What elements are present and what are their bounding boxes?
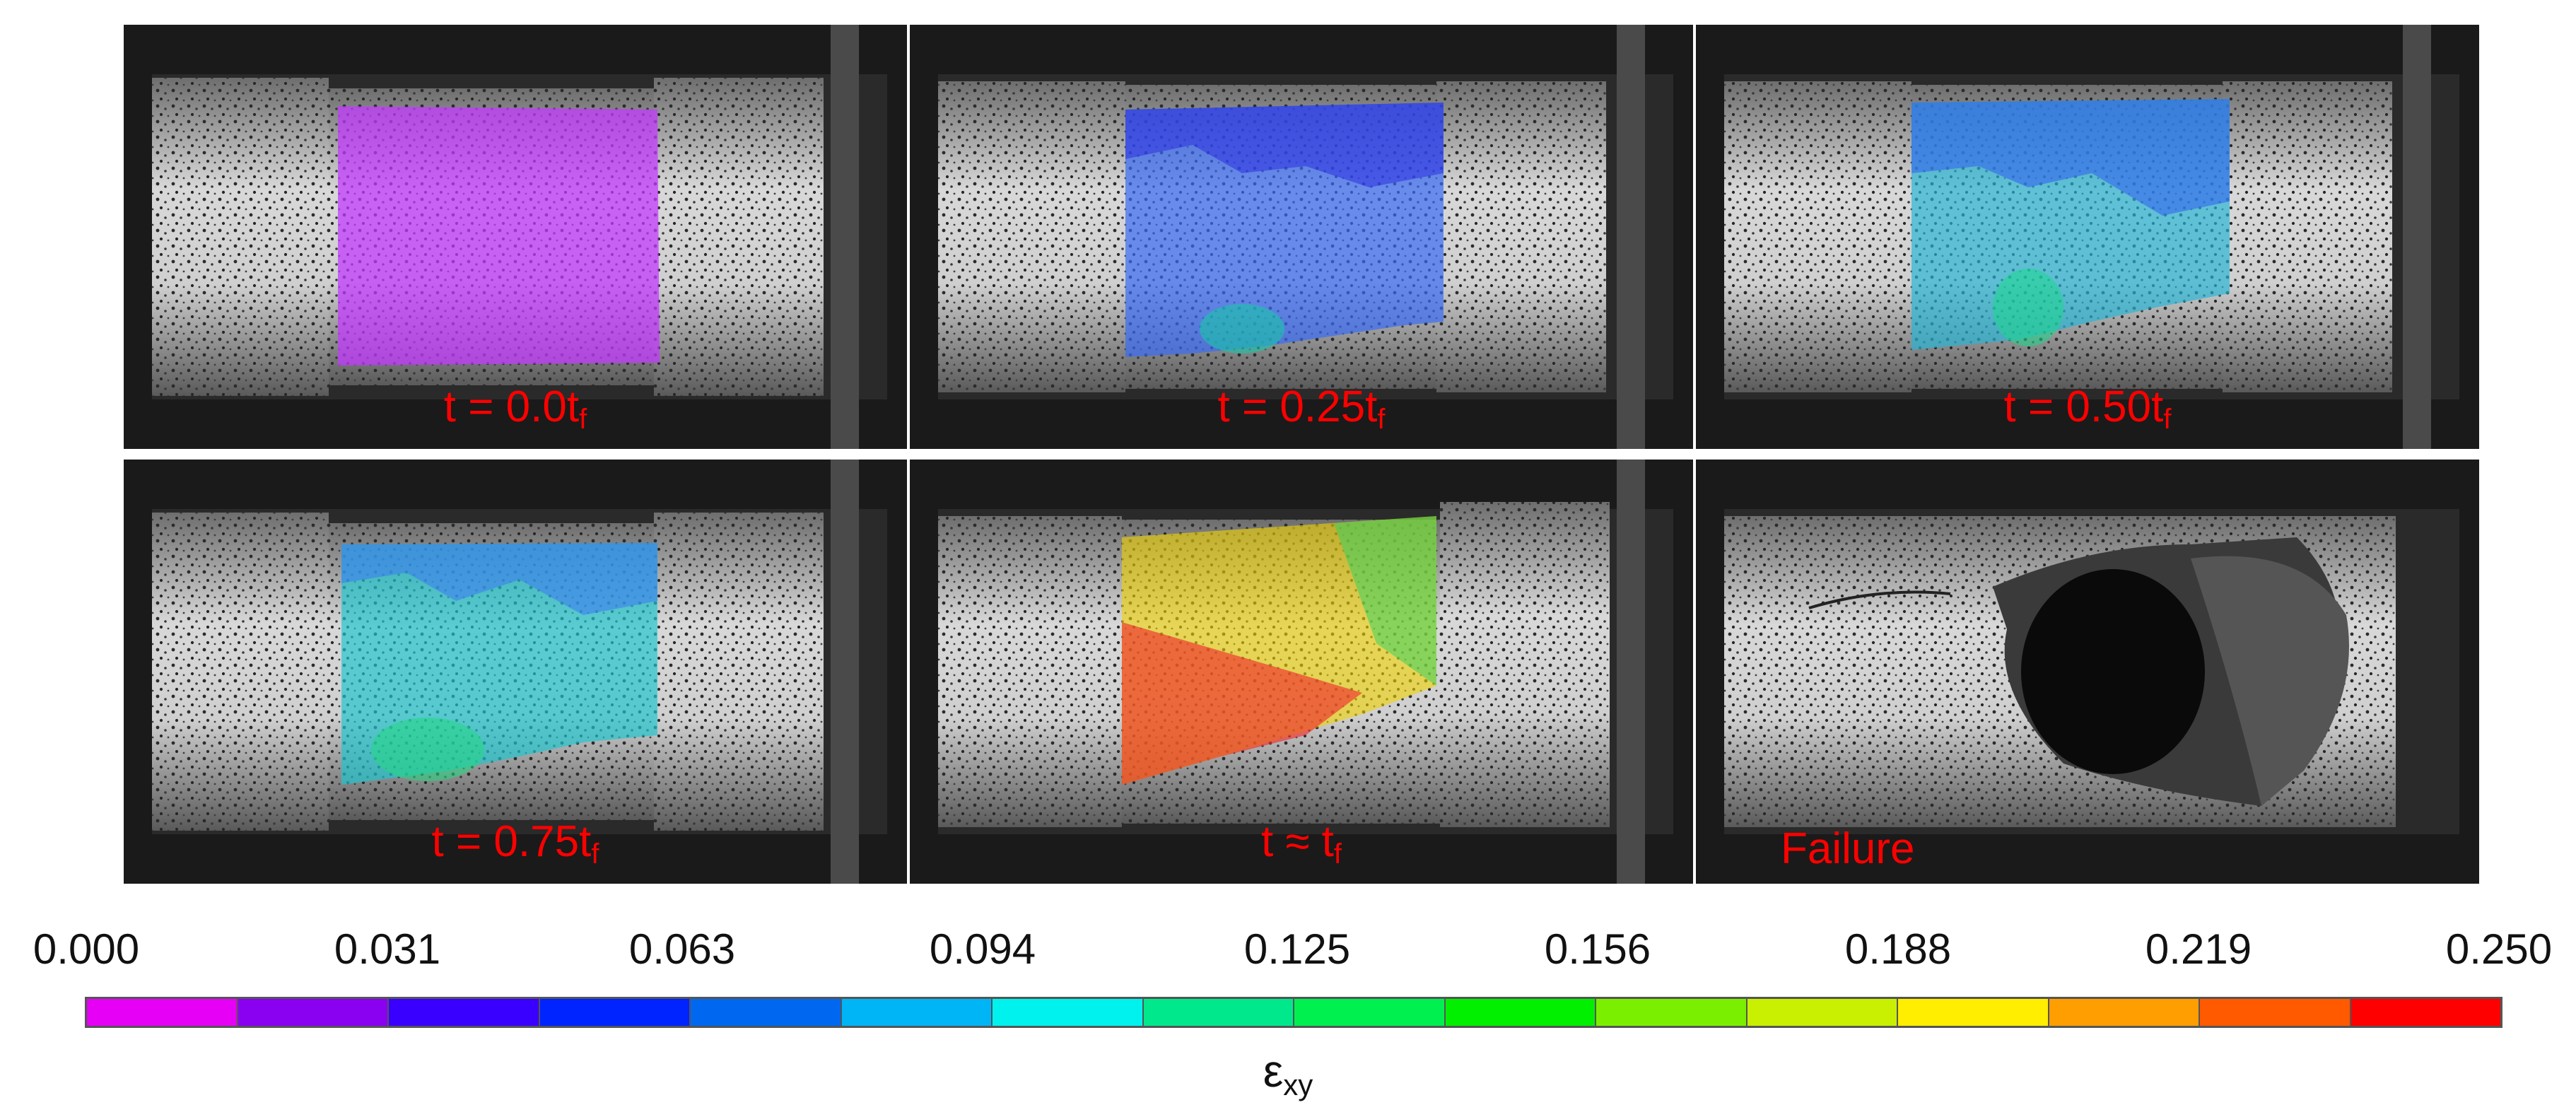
colorbar-cell [238,999,389,1026]
panel-caption: t = 0.50tf [2003,382,2172,435]
panel-caption: t ≈ tf [1260,817,1342,870]
panel-caption: t = 0.75tf [431,817,599,870]
colorbar-cell [1747,999,1898,1026]
specimen-photo [124,460,907,884]
strain-colorbar [85,997,2502,1028]
colorbar-cell [691,999,842,1026]
panel-caption: t = 0.25tf [1217,382,1386,435]
dic-panel-t025: t = 0.25tf [910,25,1693,449]
dic-panel-t0: t = 0.0tf [124,25,907,449]
colorbar-cell [389,999,540,1026]
colorbar-tick: 0.094 [929,925,1036,973]
specimen-photo [124,25,907,449]
colorbar-cell [1143,999,1294,1026]
dic-panel-t075: t = 0.75tf [124,460,907,884]
colorbar-tick: 0.219 [2145,925,2252,973]
colorbar-cell [1898,999,2049,1026]
colorbar-tick: 0.250 [2445,925,2553,973]
specimen-photo [910,25,1693,449]
colorbar-label: εxy [1263,1046,1313,1101]
colorbar-cell [1596,999,1747,1026]
specimen-photo [910,460,1693,884]
dic-panel-t050: t = 0.50tf [1696,25,2479,449]
colorbar-cell [2350,999,2500,1026]
colorbar-cell [539,999,691,1026]
fractured-specimen-photo [1696,460,2479,884]
panel-caption: Failure [1781,824,1915,873]
colorbar-cell [87,999,238,1026]
colorbar-cell [1445,999,1596,1026]
colorbar-cell [2049,999,2200,1026]
colorbar-tick: 0.031 [334,925,441,973]
colorbar-cell [1294,999,1446,1026]
colorbar-tick: 0.125 [1243,925,1351,973]
colorbar-cell [2200,999,2351,1026]
colorbar-tick: 0.000 [33,925,140,973]
colorbar-cell [841,999,993,1026]
failure-panel: Failure [1696,460,2479,884]
dic-panel-tf: t ≈ tf [910,460,1693,884]
colorbar-tick: 0.188 [1844,925,1952,973]
specimen-photo [1696,25,2479,449]
colorbar-tick: 0.063 [628,925,736,973]
panel-caption: t = 0.0tf [443,382,587,435]
colorbar-tick: 0.156 [1544,925,1651,973]
colorbar-cell [993,999,1144,1026]
